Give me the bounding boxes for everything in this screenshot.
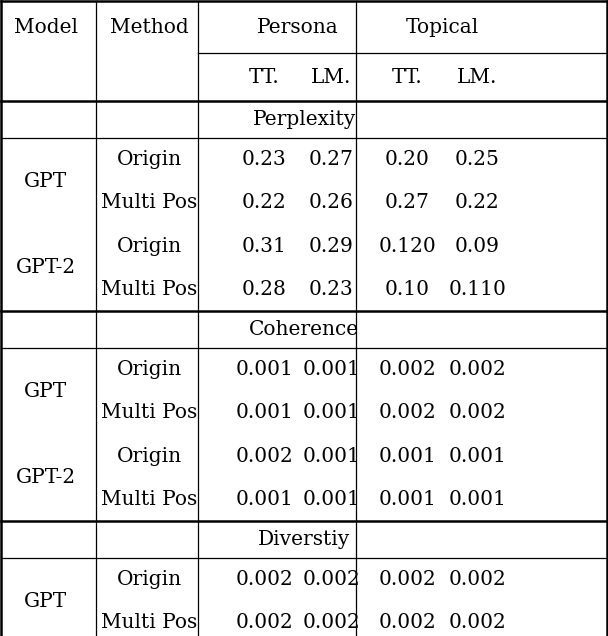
Text: 0.120: 0.120 [379,237,436,256]
Text: 0.001: 0.001 [448,490,506,509]
Text: 0.001: 0.001 [302,446,361,466]
Text: 0.001: 0.001 [378,490,437,509]
Text: Origin: Origin [116,150,182,169]
Text: 0.27: 0.27 [309,150,354,169]
Text: 0.001: 0.001 [235,490,294,509]
Text: 0.10: 0.10 [385,280,430,299]
Text: Coherence: Coherence [249,320,359,339]
Text: 0.002: 0.002 [379,570,436,589]
Text: LM.: LM. [457,68,497,86]
Text: 0.001: 0.001 [448,446,506,466]
Text: Multi Pos: Multi Pos [101,280,197,299]
Text: 0.002: 0.002 [303,570,360,589]
Text: 0.001: 0.001 [378,446,437,466]
Text: 0.002: 0.002 [449,360,506,379]
Text: 0.002: 0.002 [449,403,506,422]
Text: 0.22: 0.22 [242,193,287,212]
Text: 0.002: 0.002 [449,570,506,589]
Text: 0.001: 0.001 [235,360,294,379]
Text: Origin: Origin [116,360,182,379]
Text: Topical: Topical [406,18,479,37]
Text: 0.22: 0.22 [455,193,500,212]
Text: 0.23: 0.23 [309,280,354,299]
Text: 0.20: 0.20 [385,150,430,169]
Text: Diverstiy: Diverstiy [258,530,350,549]
Text: Perplexity: Perplexity [252,110,356,129]
Text: 0.002: 0.002 [379,360,436,379]
Text: 0.09: 0.09 [455,237,500,256]
Text: 0.002: 0.002 [236,613,293,632]
Text: 0.26: 0.26 [309,193,354,212]
Text: GPT-2: GPT-2 [16,468,75,487]
Text: GPT-2: GPT-2 [16,258,75,277]
Text: 0.31: 0.31 [242,237,287,256]
Text: Multi Pos: Multi Pos [101,403,197,422]
Text: Multi Pos: Multi Pos [101,193,197,212]
Text: 0.28: 0.28 [242,280,287,299]
Text: Multi Pos: Multi Pos [101,490,197,509]
Text: Origin: Origin [116,570,182,589]
Text: 0.25: 0.25 [455,150,500,169]
Text: 0.002: 0.002 [449,613,506,632]
Text: 0.002: 0.002 [236,446,293,466]
Text: GPT: GPT [24,382,67,401]
Text: 0.29: 0.29 [309,237,354,256]
Text: Method: Method [109,18,188,37]
Text: Multi Pos: Multi Pos [101,613,197,632]
Text: 0.002: 0.002 [303,613,360,632]
Text: LM.: LM. [311,68,351,86]
Text: 0.001: 0.001 [302,490,361,509]
Text: GPT: GPT [24,591,67,611]
Text: TT.: TT. [249,68,280,86]
Text: 0.002: 0.002 [379,613,436,632]
Text: Persona: Persona [257,18,339,37]
Text: 0.002: 0.002 [236,570,293,589]
Text: 0.001: 0.001 [235,403,294,422]
Text: 0.23: 0.23 [242,150,287,169]
Text: 0.001: 0.001 [302,360,361,379]
Text: 0.110: 0.110 [448,280,506,299]
Text: Origin: Origin [116,446,182,466]
Text: TT.: TT. [392,68,423,86]
Text: 0.27: 0.27 [385,193,430,212]
Text: GPT: GPT [24,172,67,191]
Text: Model: Model [13,18,78,37]
Text: 0.001: 0.001 [302,403,361,422]
Text: 0.002: 0.002 [379,403,436,422]
Text: Origin: Origin [116,237,182,256]
